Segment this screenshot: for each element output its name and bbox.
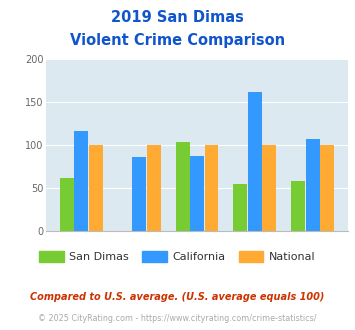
Text: 2019 San Dimas: 2019 San Dimas xyxy=(111,10,244,25)
Bar xyxy=(132,157,146,231)
Bar xyxy=(204,145,218,231)
Bar xyxy=(248,92,262,231)
Bar xyxy=(176,142,190,231)
Bar xyxy=(60,178,74,231)
Text: Compared to U.S. average. (U.S. average equals 100): Compared to U.S. average. (U.S. average … xyxy=(30,292,325,302)
Bar xyxy=(306,139,320,231)
Bar xyxy=(89,145,103,231)
Text: Violent Crime Comparison: Violent Crime Comparison xyxy=(70,33,285,48)
Text: © 2025 CityRating.com - https://www.cityrating.com/crime-statistics/: © 2025 CityRating.com - https://www.city… xyxy=(38,314,317,323)
Legend: San Dimas, California, National: San Dimas, California, National xyxy=(35,247,320,267)
Bar xyxy=(320,145,334,231)
Bar xyxy=(190,156,204,231)
Bar xyxy=(291,181,305,231)
Bar xyxy=(147,145,160,231)
Bar xyxy=(74,131,88,231)
Bar xyxy=(262,145,276,231)
Bar xyxy=(234,184,247,231)
